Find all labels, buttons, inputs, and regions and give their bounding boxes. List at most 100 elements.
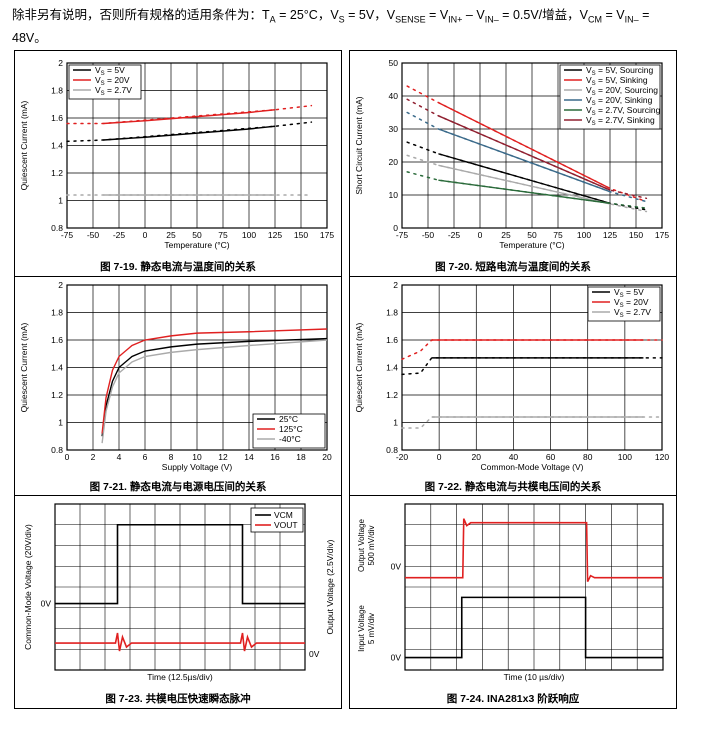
- x-tick-label: -75: [61, 230, 74, 240]
- x-tick-label: -50: [87, 230, 100, 240]
- y-tick-label: 0.8: [51, 223, 63, 233]
- fig21-chart: 0 2 4 6 8 10 12 14 16 18 20 0.8 1 1.2 1.4 1.6 1.8 2 Supply…: [19, 280, 332, 472]
- legend-label: VCM: [274, 510, 293, 520]
- y-tick-label: 1.6: [51, 113, 63, 123]
- y-tick-label: 30: [389, 124, 399, 134]
- series-line: [101, 328, 328, 434]
- legend-label: VS = 5V: [95, 65, 125, 77]
- x-tick-label: 75: [553, 230, 563, 240]
- y-tick-label: 1.6: [386, 335, 398, 345]
- legend-label: VS = 2.7V, Sourcing: [586, 105, 661, 117]
- x-tick-label: 14: [244, 452, 254, 462]
- fig19-chart: -75 -50 -25 0 25 50 75 100 125 150 175 0.8 1 1.2 1.4 1.…: [19, 58, 334, 250]
- series-line: [438, 115, 611, 191]
- fig19-caption: 图 7-19. 静态电流与温度间的关系: [100, 261, 256, 273]
- hdr-text: = V: [601, 8, 625, 22]
- fig24-scope: 0V 0V Time (10 µs/div) Output Voltage 500 mV…: [357, 503, 664, 682]
- y-tick-label: 2: [58, 58, 63, 68]
- x-tick-label: 125: [603, 230, 617, 240]
- x-tick-label: 6: [143, 452, 148, 462]
- fig24-panel: 0V 0V Time (10 µs/div) Output Voltage 500 mV…: [349, 495, 677, 709]
- x-tick-label: 80: [583, 452, 593, 462]
- hdr-text: 48V。: [12, 30, 47, 45]
- legend-label: VS = 20V, Sinking: [586, 95, 653, 107]
- legend-label: 25°C: [279, 414, 298, 424]
- x-axis-label: Time (12.5µs/div): [147, 672, 213, 682]
- x-tick-label: 50: [192, 230, 202, 240]
- x-tick-label: 125: [268, 230, 282, 240]
- y-tick-label: 10: [389, 190, 399, 200]
- input-trace: [405, 596, 663, 659]
- x-tick-label: 50: [527, 230, 537, 240]
- legend-label: -40°C: [279, 434, 301, 444]
- y-tick-label: 1.4: [51, 141, 63, 151]
- x-tick-label: 100: [577, 230, 591, 240]
- series-line: [103, 125, 276, 141]
- x-tick-label: 175: [320, 230, 334, 240]
- legend-label: VS = 2.7V, Sinking: [586, 115, 655, 127]
- hdr-text: – V: [462, 8, 485, 22]
- x-tick-label: 16: [270, 452, 280, 462]
- legend-label: VS = 5V, Sourcing: [586, 65, 654, 77]
- vout-trace: [55, 632, 305, 652]
- series-line: [438, 179, 611, 204]
- fig23-caption: 图 7-23. 共模电压快速瞬态脉冲: [105, 693, 251, 705]
- series-line: [438, 101, 611, 190]
- y-tick-label: 1.2: [51, 390, 63, 400]
- fig23-panel: 0V 0V Time (12.5µs/div) Common-Mode Voltage…: [14, 495, 342, 709]
- hdr-sub: A: [269, 14, 276, 25]
- y-tick-label: 1.8: [51, 86, 63, 96]
- hdr-text: = 5V，V: [344, 8, 396, 22]
- y-tick-label: 1.4: [51, 363, 63, 373]
- x-tick-label: 18: [296, 452, 306, 462]
- y-tick-label: 1.8: [51, 308, 63, 318]
- x-tick-label: 12: [218, 452, 228, 462]
- hdr-sub: CM: [587, 14, 602, 25]
- hdr-text: = 0.5V/增益，V: [498, 8, 588, 22]
- x-tick-label: 40: [509, 452, 519, 462]
- y-tick-label: 2: [58, 280, 63, 290]
- series-line: [101, 337, 328, 437]
- series-extrapolation: [401, 357, 663, 376]
- vcm-trace: [55, 523, 305, 605]
- x-tick-label: 25: [166, 230, 176, 240]
- series-line: [101, 339, 328, 444]
- top-zero-label: 0V: [391, 562, 402, 572]
- fig23-scope: 0V 0V Time (12.5µs/div) Common-Mode Voltage…: [23, 503, 335, 682]
- fig20-panel: -75 -50 -25 0 25 50 75 100 125 150 175 0 10 20 30 40 50 T…: [349, 50, 677, 277]
- y-tick-label: 1: [393, 418, 398, 428]
- plot-frame: [401, 62, 663, 229]
- fig19-panel: -75 -50 -25 0 25 50 75 100 125 150 175 0.8 1 1.2 1.4 1.…: [14, 50, 342, 277]
- x-tick-label: -50: [422, 230, 435, 240]
- x-tick-label: -75: [396, 230, 409, 240]
- series-line: [438, 128, 611, 193]
- x-axis-label: Time (10 µs/div): [504, 672, 565, 682]
- series-line: [438, 153, 611, 204]
- legend-label: VS = 5V, Sinking: [586, 75, 648, 87]
- y-tick-label: 50: [389, 58, 399, 68]
- x-axis-label: Temperature (°C): [499, 240, 564, 250]
- right-zero-label: 0V: [309, 649, 320, 659]
- series-line: [438, 164, 611, 205]
- legend-box: [559, 64, 661, 130]
- y-axis-label-top-scale: 500 mV/div: [367, 525, 376, 565]
- conditions-header: 除非另有说明，否则所有规格的适用条件为：TA = 25°C，VS = 5V，VS…: [12, 6, 692, 47]
- hdr-sub: S: [338, 14, 345, 25]
- y-axis-label: Quiescent Current (mA): [354, 322, 364, 412]
- x-tick-label: 75: [218, 230, 228, 240]
- legend-label: VS = 20V: [95, 75, 130, 87]
- x-axis-label: Common-Mode Voltage (V): [481, 462, 584, 472]
- fig20-caption: 图 7-20. 短路电流与温度间的关系: [435, 261, 591, 273]
- y-tick-label: 40: [389, 91, 399, 101]
- y-tick-label: 1.2: [386, 390, 398, 400]
- x-tick-label: 150: [629, 230, 643, 240]
- y-tick-label: 1.6: [51, 335, 63, 345]
- y-axis-label: Quiescent Current (mA): [19, 100, 29, 190]
- series-extrapolation: [406, 141, 648, 211]
- legend-label: VS = 2.7V: [614, 307, 651, 319]
- y-axis-label-top: Output Voltage: [357, 518, 366, 571]
- y-tick-label: 0: [393, 223, 398, 233]
- x-axis-label: Supply Voltage (V): [162, 462, 233, 472]
- y-tick-label: 1.8: [386, 308, 398, 318]
- series-extrapolation: [401, 416, 663, 429]
